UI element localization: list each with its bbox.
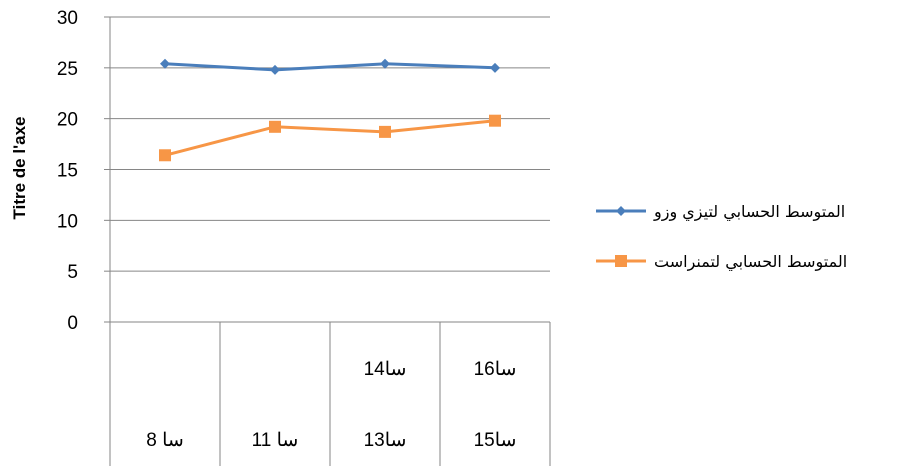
y-axis-title: Titre de l'axe bbox=[10, 117, 29, 220]
data-point bbox=[270, 64, 280, 75]
legend-label: المتوسط الحسابي لتيزي وزو bbox=[653, 202, 845, 222]
legend-label: المتوسط الحسابي لتمنراست bbox=[654, 252, 847, 272]
legend-marker bbox=[615, 255, 627, 267]
x-category-label: 13سا bbox=[364, 430, 407, 451]
x-category-label: 14سا bbox=[364, 359, 407, 380]
legend-marker bbox=[616, 206, 626, 216]
data-point bbox=[380, 58, 390, 69]
y-tick-label: 10 bbox=[57, 211, 78, 232]
y-tick-label: 15 bbox=[57, 161, 78, 182]
data-point bbox=[159, 149, 171, 162]
y-tick-label: 5 bbox=[67, 262, 78, 283]
series-line bbox=[164, 119, 496, 157]
data-point bbox=[269, 120, 281, 133]
y-tick-label: 0 bbox=[67, 313, 78, 334]
series-line bbox=[164, 62, 496, 72]
y-tick-label: 30 bbox=[57, 8, 78, 29]
y-tick-label: 25 bbox=[57, 59, 78, 80]
x-category-label: 15سا bbox=[474, 430, 517, 451]
data-point bbox=[379, 125, 391, 138]
y-tick-label: 20 bbox=[57, 110, 78, 131]
data-point bbox=[489, 114, 501, 127]
data-point bbox=[490, 62, 500, 73]
x-category-label: 16سا bbox=[474, 359, 517, 380]
data-point bbox=[160, 58, 170, 69]
x-category-label: 11 سا bbox=[252, 430, 299, 451]
x-category-label: 8 سا bbox=[146, 430, 184, 451]
